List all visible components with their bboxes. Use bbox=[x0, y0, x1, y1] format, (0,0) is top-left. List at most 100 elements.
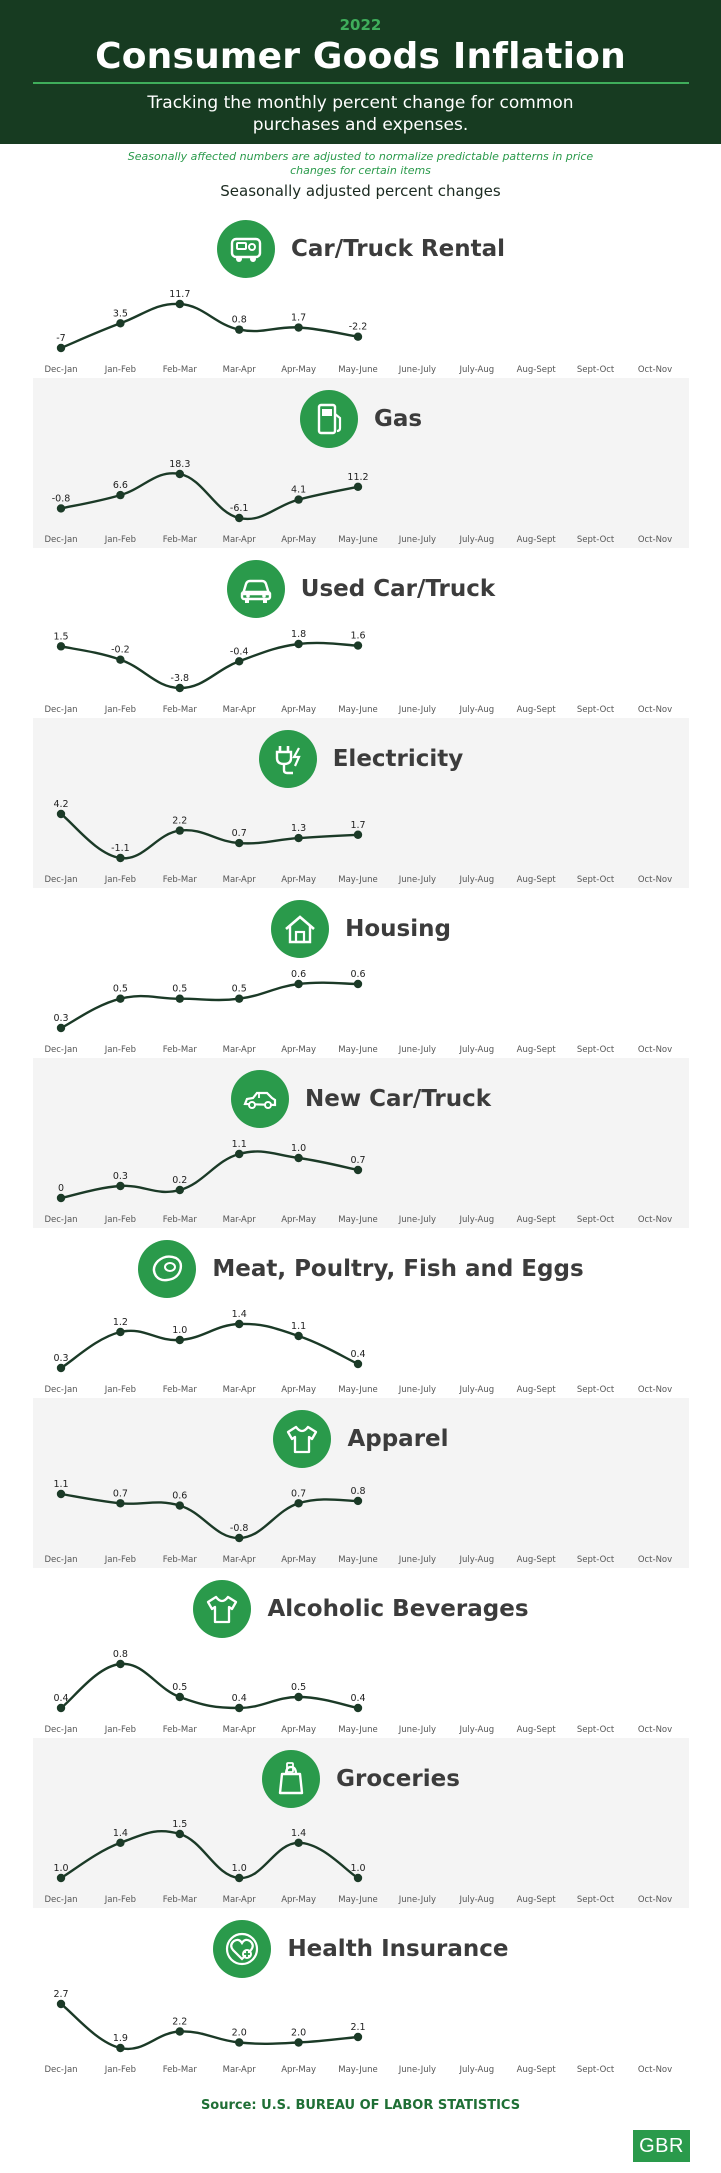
data-label: 0.3 bbox=[53, 1353, 68, 1364]
category-label: June-July bbox=[398, 705, 436, 715]
data-label: 0.7 bbox=[291, 1488, 306, 1499]
data-point bbox=[353, 1165, 363, 1175]
data-label: 0.4 bbox=[350, 1349, 365, 1360]
data-point bbox=[175, 683, 184, 693]
house-icon bbox=[271, 900, 330, 958]
data-point bbox=[353, 641, 363, 650]
data-label: 1.0 bbox=[291, 1143, 306, 1154]
category-label: Dec-Jan bbox=[44, 875, 77, 885]
category-label: Feb-Mar bbox=[163, 1555, 198, 1565]
category-label: Aug-Sept bbox=[517, 1385, 557, 1395]
data-point bbox=[175, 2027, 184, 2036]
data-point bbox=[294, 833, 303, 843]
line-chart: -0.8 6.6 18.3 -6.1 4.1 11.2 Dec-Jan Jan-Feb Feb-… bbox=[44, 460, 672, 545]
chart-panel-header: Apparel bbox=[33, 1408, 689, 1470]
chart-panel-header: Housing bbox=[33, 898, 689, 960]
chart-panel: Housing 0.3 0.5 0.5 0.5 0.6 0.6 Dec-Jan Jan-Feb F… bbox=[33, 888, 689, 1058]
data-point bbox=[116, 1499, 125, 1508]
data-point bbox=[116, 1659, 125, 1669]
chart-title: Groceries bbox=[336, 1766, 460, 1792]
category-label: Mar-Apr bbox=[223, 1045, 257, 1055]
category-label: Oct-Nov bbox=[638, 1045, 672, 1055]
data-point bbox=[116, 319, 125, 328]
data-label: -0.8 bbox=[230, 1523, 249, 1534]
data-label: 0.7 bbox=[232, 828, 247, 839]
data-point bbox=[56, 1023, 66, 1033]
category-label: July-Aug bbox=[458, 1045, 494, 1055]
data-label: 0.8 bbox=[350, 1486, 365, 1497]
chart-title: Electricity bbox=[332, 746, 464, 772]
category-label: Aug-Sept bbox=[517, 365, 557, 375]
data-point bbox=[56, 1193, 66, 1203]
data-label: -0.8 bbox=[52, 493, 71, 504]
data-point bbox=[56, 1703, 66, 1713]
data-label: 18.3 bbox=[169, 460, 190, 470]
data-point bbox=[294, 1692, 303, 1702]
line-chart: 0.3 0.5 0.5 0.5 0.6 0.6 Dec-Jan Jan-Feb Feb-Mar M… bbox=[44, 970, 672, 1055]
chart-panel: Groceries 1.0 1.4 1.5 1.0 1.4 1.0 Dec-Jan Jan-Fe… bbox=[33, 1738, 689, 1908]
line-chart: 2.7 1.9 2.2 2.0 2.0 2.1 Dec-Jan Jan-Feb Feb-Mar M… bbox=[44, 1990, 672, 2075]
category-label: Apr-May bbox=[281, 1895, 316, 1905]
data-point bbox=[353, 482, 363, 492]
chart-panel: Health Insurance 2.7 1.9 2.2 2.0 2.0 2.1 Dec-Ja… bbox=[33, 1908, 689, 2078]
data-label: 1.7 bbox=[291, 313, 306, 324]
data-label: 0.4 bbox=[232, 1693, 247, 1704]
data-point bbox=[175, 469, 184, 479]
steak-icon bbox=[138, 1240, 197, 1298]
category-label: July-Aug bbox=[458, 2065, 494, 2075]
category-label: Jan-Feb bbox=[104, 1045, 136, 1055]
category-label: May-June bbox=[338, 1045, 377, 1055]
data-label: -1.1 bbox=[111, 843, 130, 854]
page-subtitle: Tracking the monthly percent change for … bbox=[147, 93, 574, 135]
chart-panel-header: Used Car/Truck bbox=[33, 558, 689, 620]
data-label: -0.2 bbox=[111, 645, 130, 656]
data-label: 1.1 bbox=[291, 1321, 306, 1332]
category-label: Sept-Oct bbox=[577, 1555, 615, 1565]
category-label: May-June bbox=[338, 2065, 377, 2075]
category-label: Aug-Sept bbox=[517, 1045, 557, 1055]
category-label: Apr-May bbox=[281, 875, 316, 885]
data-point bbox=[235, 325, 244, 334]
header: 2022 Consumer Goods Inflation Tracking t… bbox=[0, 0, 721, 144]
category-label: Feb-Mar bbox=[163, 1895, 198, 1905]
category-label: Apr-May bbox=[281, 1215, 316, 1225]
data-label: 0.5 bbox=[113, 984, 128, 995]
category-label: Feb-Mar bbox=[163, 365, 198, 375]
data-point bbox=[294, 2038, 303, 2047]
category-label: Feb-Mar bbox=[163, 535, 198, 545]
category-label: Mar-Apr bbox=[223, 1725, 257, 1735]
data-point bbox=[235, 513, 244, 523]
category-label: Sept-Oct bbox=[577, 1045, 615, 1055]
data-label: 2.1 bbox=[350, 2022, 365, 2033]
data-point bbox=[175, 1829, 184, 1839]
data-label: 0 bbox=[58, 1183, 64, 1194]
data-point bbox=[294, 979, 303, 989]
data-point bbox=[235, 1149, 244, 1159]
data-point bbox=[116, 655, 125, 664]
data-label: 2.0 bbox=[291, 2028, 306, 2039]
chart-panel: Meat, Poultry, Fish and Eggs 0.3 1.2 1.0 1.4… bbox=[33, 1228, 689, 1398]
data-label: 1.0 bbox=[350, 1863, 365, 1874]
gbr-logo: GBR bbox=[633, 2130, 690, 2162]
data-point bbox=[56, 504, 66, 513]
data-point bbox=[56, 1873, 66, 1883]
data-label: 1.0 bbox=[232, 1863, 247, 1874]
category-label: Dec-Jan bbox=[44, 1555, 77, 1565]
category-label: Sept-Oct bbox=[577, 2065, 615, 2075]
category-label: Apr-May bbox=[281, 1385, 316, 1395]
data-point bbox=[56, 809, 66, 819]
data-label: -7 bbox=[56, 333, 65, 344]
category-label: Jan-Feb bbox=[104, 1215, 136, 1225]
category-label: May-June bbox=[338, 1215, 377, 1225]
data-point bbox=[235, 1319, 244, 1329]
chart-panel-header: Gas bbox=[33, 388, 689, 450]
source-credit: Source: U.S. BUREAU OF LABOR STATISTICS bbox=[200, 2098, 521, 2113]
category-label: Oct-Nov bbox=[638, 1555, 672, 1565]
data-label: 0.7 bbox=[350, 1155, 365, 1166]
category-label: Dec-Jan bbox=[44, 1215, 77, 1225]
chart-panel-header: Car/Truck Rental bbox=[33, 218, 689, 280]
category-label: July-Aug bbox=[458, 1725, 494, 1735]
data-point bbox=[294, 323, 303, 332]
chart-title: New Car/Truck bbox=[304, 1086, 492, 1112]
series-line bbox=[59, 641, 360, 690]
